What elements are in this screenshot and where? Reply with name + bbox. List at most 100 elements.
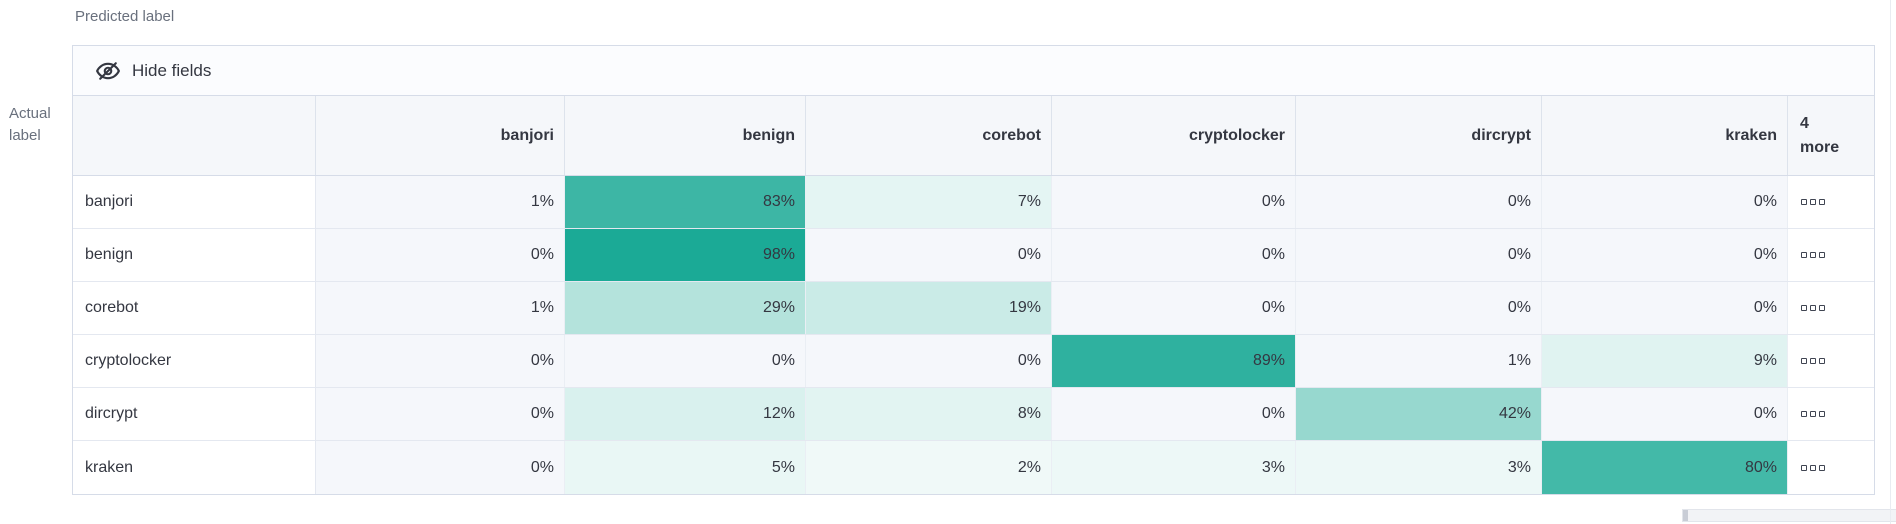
boxes-horizontal-icon[interactable]: [1798, 355, 1828, 367]
box-glyph: [1810, 464, 1816, 471]
row-more-cell: [1788, 176, 1874, 228]
matrix-cell-dircrypt-kraken: 0%: [1542, 388, 1788, 440]
row-more-cell: [1788, 388, 1874, 440]
matrix-cell-cryptolocker-banjori: 0%: [316, 335, 565, 387]
box-glyph: [1801, 252, 1807, 258]
box-glyph: [1819, 358, 1825, 364]
matrix-cell-kraken-cryptolocker: 3%: [1052, 441, 1296, 494]
matrix-cell-kraken-banjori: 0%: [316, 441, 565, 494]
matrix-cell-banjori-kraken: 0%: [1542, 176, 1788, 228]
box-glyph: [1819, 464, 1825, 471]
matrix-cell-benign-cryptolocker: 0%: [1052, 229, 1296, 281]
row-more-cell: [1788, 282, 1874, 334]
matrix-cell-corebot-kraken: 0%: [1542, 282, 1788, 334]
box-glyph: [1801, 411, 1807, 417]
row-label-kraken: kraken: [73, 441, 316, 494]
row-label-banjori: banjori: [73, 176, 316, 228]
matrix-cell-kraken-corebot: 2%: [806, 441, 1052, 494]
column-header-banjori[interactable]: banjori: [316, 96, 565, 175]
matrix-header-row: banjori benign corebot cryptolocker dircrypt…: [73, 96, 1874, 176]
matrix-cell-kraken-dircrypt: 3%: [1296, 441, 1542, 494]
row-more-cell: [1788, 229, 1874, 281]
horizontal-scrollbar[interactable]: [1682, 509, 1896, 522]
matrix-cell-corebot-benign: 29%: [565, 282, 806, 334]
box-glyph: [1810, 411, 1816, 417]
table-row-dircrypt: dircrypt 0% 12% 8% 0% 42% 0%: [73, 388, 1874, 441]
matrix-cell-cryptolocker-dircrypt: 1%: [1296, 335, 1542, 387]
box-glyph: [1819, 252, 1825, 258]
box-glyph: [1810, 252, 1816, 258]
matrix-cell-cryptolocker-benign: 0%: [565, 335, 806, 387]
row-label-cryptolocker: cryptolocker: [73, 335, 316, 387]
row-label-corebot: corebot: [73, 282, 316, 334]
matrix-cell-kraken-benign: 5%: [565, 441, 806, 494]
more-columns-count: 4: [1800, 114, 1809, 132]
column-header-corebot[interactable]: corebot: [806, 96, 1052, 175]
matrix-cell-dircrypt-banjori: 0%: [316, 388, 565, 440]
column-header-cryptolocker[interactable]: cryptolocker: [1052, 96, 1296, 175]
matrix-cell-banjori-benign: 83%: [565, 176, 806, 228]
corner-header-cell: [73, 96, 316, 175]
matrix-cell-kraken-kraken: 80%: [1542, 441, 1788, 494]
boxes-horizontal-icon[interactable]: [1798, 249, 1828, 261]
matrix-cell-cryptolocker-cryptolocker: 89%: [1052, 335, 1296, 387]
matrix-cell-dircrypt-benign: 12%: [565, 388, 806, 440]
box-glyph: [1801, 464, 1807, 471]
matrix-cell-cryptolocker-kraken: 9%: [1542, 335, 1788, 387]
matrix-cell-banjori-banjori: 1%: [316, 176, 565, 228]
matrix-cell-dircrypt-dircrypt: 42%: [1296, 388, 1542, 440]
matrix-cell-corebot-banjori: 1%: [316, 282, 565, 334]
box-glyph: [1801, 358, 1807, 364]
page-edge-divider: [1890, 0, 1891, 524]
box-glyph: [1801, 305, 1807, 311]
box-glyph: [1810, 305, 1816, 311]
hide-fields-button[interactable]: Hide fields: [73, 46, 1874, 96]
scrollbar-thumb[interactable]: [1683, 510, 1688, 521]
hide-fields-label: Hide fields: [132, 60, 212, 80]
box-glyph: [1819, 305, 1825, 311]
matrix-cell-corebot-cryptolocker: 0%: [1052, 282, 1296, 334]
actual-label-line2: label: [9, 127, 41, 144]
more-columns-header[interactable]: 4 more: [1788, 96, 1874, 175]
column-header-kraken[interactable]: kraken: [1542, 96, 1788, 175]
box-glyph: [1810, 358, 1816, 364]
boxes-horizontal-icon[interactable]: [1798, 302, 1828, 314]
matrix-cell-dircrypt-cryptolocker: 0%: [1052, 388, 1296, 440]
more-columns-label: more: [1800, 138, 1840, 156]
row-more-cell: [1788, 335, 1874, 387]
box-glyph: [1810, 199, 1816, 205]
row-label-dircrypt: dircrypt: [73, 388, 316, 440]
table-row-benign: benign 0% 98% 0% 0% 0% 0%: [73, 229, 1874, 282]
box-glyph: [1801, 199, 1807, 205]
matrix-body: banjori 1% 83% 7% 0% 0% 0% benign 0% 98% 0% 0% 0% 0% c…: [73, 176, 1874, 494]
matrix-cell-cryptolocker-corebot: 0%: [806, 335, 1052, 387]
matrix-cell-benign-kraken: 0%: [1542, 229, 1788, 281]
matrix-cell-benign-benign: 98%: [565, 229, 806, 281]
column-header-benign[interactable]: benign: [565, 96, 806, 175]
table-row-banjori: banjori 1% 83% 7% 0% 0% 0%: [73, 176, 1874, 229]
actual-label-axis: Actual label: [9, 103, 51, 147]
table-row-corebot: corebot 1% 29% 19% 0% 0% 0%: [73, 282, 1874, 335]
row-label-benign: benign: [73, 229, 316, 281]
table-row-kraken: kraken 0% 5% 2% 3% 3% 80%: [73, 441, 1874, 494]
matrix-cell-banjori-cryptolocker: 0%: [1052, 176, 1296, 228]
box-glyph: [1819, 411, 1825, 417]
matrix-cell-corebot-corebot: 19%: [806, 282, 1052, 334]
confusion-matrix-panel: Hide fields banjori benign corebot cryptolo…: [72, 45, 1875, 495]
boxes-horizontal-icon[interactable]: [1798, 196, 1828, 208]
matrix-cell-benign-corebot: 0%: [806, 229, 1052, 281]
matrix-cell-corebot-dircrypt: 0%: [1296, 282, 1542, 334]
matrix-cell-dircrypt-corebot: 8%: [806, 388, 1052, 440]
table-row-cryptolocker: cryptolocker 0% 0% 0% 89% 1% 9%: [73, 335, 1874, 388]
matrix-cell-benign-dircrypt: 0%: [1296, 229, 1542, 281]
box-glyph: [1819, 199, 1825, 205]
actual-label-line1: Actual: [9, 105, 51, 122]
eye-closed-icon: [95, 58, 121, 84]
matrix-cell-banjori-dircrypt: 0%: [1296, 176, 1542, 228]
boxes-horizontal-icon[interactable]: [1798, 408, 1828, 420]
row-more-cell: [1788, 441, 1874, 494]
column-header-dircrypt[interactable]: dircrypt: [1296, 96, 1542, 175]
matrix-cell-banjori-corebot: 7%: [806, 176, 1052, 228]
boxes-horizontal-icon[interactable]: [1798, 462, 1828, 474]
